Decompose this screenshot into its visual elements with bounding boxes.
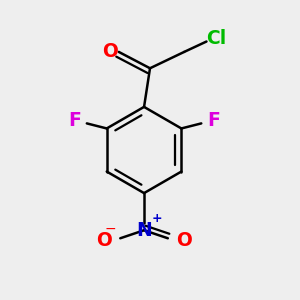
Text: O: O: [103, 42, 118, 61]
Text: O: O: [97, 231, 112, 250]
Text: −: −: [104, 222, 116, 236]
Text: O: O: [176, 231, 191, 250]
Text: Cl: Cl: [206, 29, 226, 48]
Text: +: +: [151, 212, 162, 226]
Text: F: F: [207, 111, 220, 130]
Text: F: F: [68, 111, 81, 130]
Text: N: N: [136, 221, 152, 240]
